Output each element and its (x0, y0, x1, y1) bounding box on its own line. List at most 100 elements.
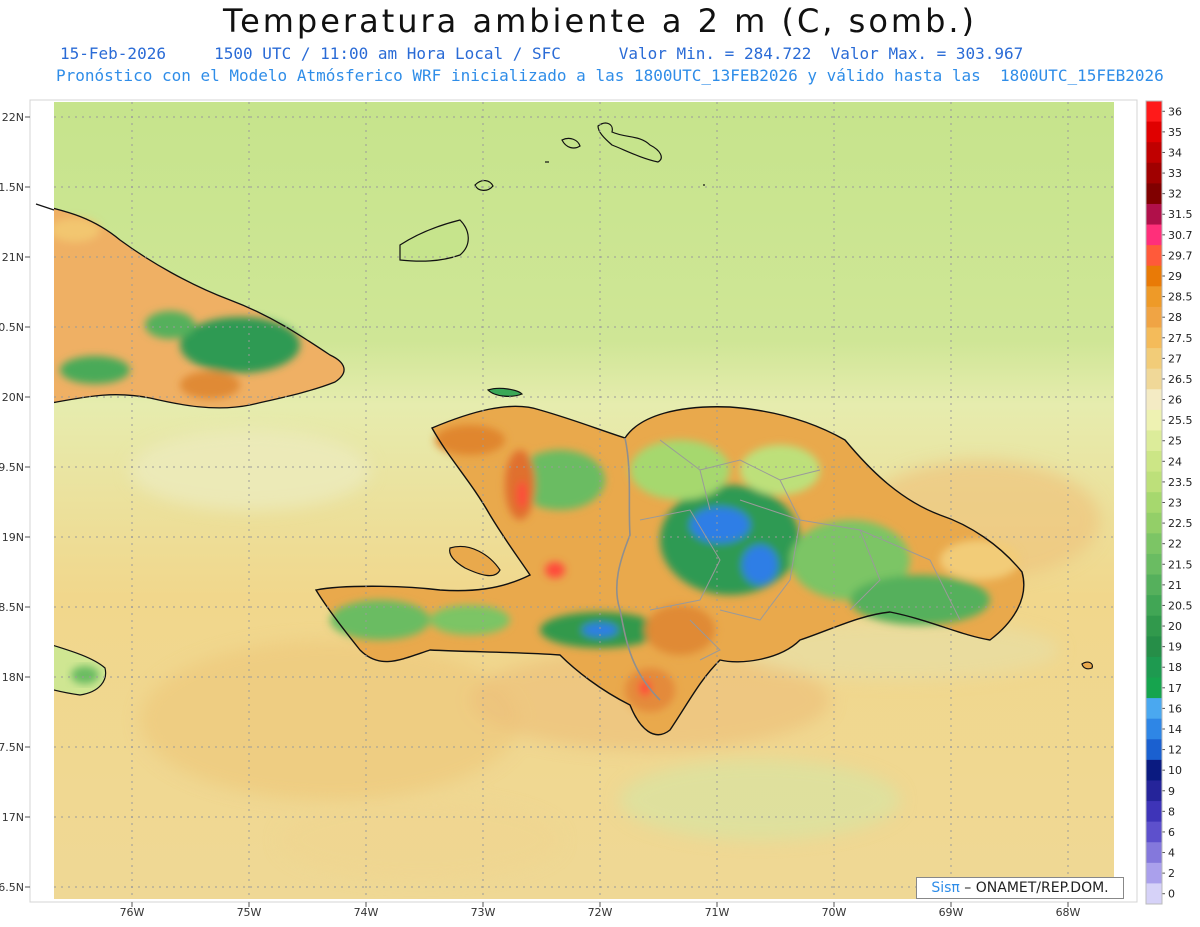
longitude-ticks (131, 902, 1069, 907)
legend-label: 36 (1168, 105, 1182, 118)
legend-swatch (1146, 471, 1162, 493)
legend-label: 19 (1168, 641, 1182, 654)
legend-swatch (1146, 677, 1162, 699)
legend-label: 29.7 (1168, 249, 1193, 262)
legend-label: 8 (1168, 805, 1175, 818)
map-title: Temperatura ambiente a 2 m (C, somb.) (222, 2, 978, 40)
lon-label: 74W (354, 906, 379, 919)
north-islands (399, 122, 1093, 670)
legend-swatch (1146, 430, 1162, 452)
legend-swatch (1146, 842, 1162, 864)
lat-label: 20N (2, 391, 24, 404)
province-lines (639, 439, 961, 661)
lat-label: 16.5N (0, 881, 24, 894)
lat-label: 17N (2, 811, 24, 824)
legend-swatch (1146, 121, 1162, 143)
legend-swatch (1146, 409, 1162, 431)
lon-label: 72W (588, 906, 613, 919)
legend-swatch (1146, 780, 1162, 802)
legend-swatch (1146, 286, 1162, 308)
legend-swatch (1146, 203, 1162, 226)
legend-swatch (1146, 533, 1162, 555)
legend-swatch (1146, 739, 1162, 761)
legend-label: 32 (1168, 188, 1182, 201)
lon-label: 70W (822, 906, 847, 919)
legend-label: 9 (1168, 785, 1175, 798)
lon-label: 71W (705, 906, 730, 919)
lat-label: 19.5N (0, 461, 24, 474)
legend-label: 22.5 (1168, 517, 1193, 530)
lon-label: 68W (1056, 906, 1081, 919)
forecast-time: 1500 UTC / 11:00 am Hora Local / SFC (214, 44, 561, 63)
legend-label: 21 (1168, 579, 1182, 592)
max-value: Valor Max. = 303.967 (830, 44, 1024, 63)
legend-label: 29 (1168, 270, 1182, 283)
legend-label: 20 (1168, 620, 1182, 633)
legend-label: 28 (1168, 311, 1182, 324)
lat-label: 20.5N (0, 321, 24, 334)
legend-label: 35 (1168, 126, 1182, 139)
latitude-ticks (25, 116, 30, 888)
forecast-info-line: 15-Feb-2026 1500 UTC / 11:00 am Hora Loc… (60, 44, 1023, 63)
legend-swatch (1146, 224, 1162, 246)
legend-label: 17 (1168, 682, 1182, 695)
lat-label: 22N (2, 111, 24, 124)
legend-swatch (1146, 656, 1162, 679)
lon-label: 75W (237, 906, 262, 919)
legend-swatch (1146, 801, 1162, 823)
legend-label: 34 (1168, 146, 1182, 159)
legend-swatch (1146, 821, 1162, 843)
legend-swatch (1146, 327, 1162, 349)
lat-label: 17.5N (0, 741, 24, 754)
legend-swatch (1146, 615, 1162, 637)
legend-swatch (1146, 142, 1162, 164)
legend-label: 16 (1168, 702, 1182, 715)
legend-label: 12 (1168, 744, 1182, 757)
legend-swatch (1146, 759, 1162, 781)
lon-label: 69W (939, 906, 964, 919)
legend-label: 26.5 (1168, 373, 1193, 386)
sispi-logo: Sisπ (931, 880, 960, 896)
legend-label: 27.5 (1168, 332, 1193, 345)
legend-swatch (1146, 389, 1162, 411)
legend-label: 20.5 (1168, 599, 1193, 612)
lat-label: 21.5N (0, 181, 24, 194)
jamaica-land (54, 645, 107, 696)
lon-label: 73W (471, 906, 496, 919)
longitude-labels: 76W 75W 74W 73W 72W 71W 70W 69W 68W (120, 906, 1081, 919)
gonave-island (449, 546, 501, 577)
model-info-line: Pronóstico con el Modelo Atmósferico WRF… (56, 66, 1164, 85)
legend-swatch (1146, 553, 1162, 576)
legend-label: 25.5 (1168, 414, 1193, 427)
forecast-date: 15-Feb-2026 (60, 44, 166, 63)
legend-label: 14 (1168, 723, 1182, 736)
latitude-labels: 22N 21.5N 21N 20.5N 20N 19.5N 19N 18.5N … (0, 111, 24, 894)
legend-swatch (1146, 512, 1162, 534)
color-legend: 363534333231.530.729.72928.52827.52726.5… (1145, 100, 1193, 905)
legend-label: 0 (1168, 888, 1175, 901)
legend-label: 28.5 (1168, 291, 1193, 304)
legend-label: 25 (1168, 435, 1182, 448)
legend-swatch (1146, 183, 1162, 205)
legend-label: 18 (1168, 661, 1182, 674)
legend-swatch (1146, 718, 1162, 740)
lat-label: 21N (2, 251, 24, 264)
legend-label: 2 (1168, 867, 1175, 880)
lat-label: 18N (2, 671, 24, 684)
legend-label: 33 (1168, 167, 1182, 180)
legend-label: 10 (1168, 764, 1182, 777)
map-field (54, 102, 1114, 899)
legend-swatch (1146, 368, 1162, 390)
country-border (616, 437, 661, 701)
legend-swatch (1146, 883, 1162, 905)
min-value: Valor Min. = 284.722 (618, 44, 812, 63)
legend-frame (1145, 100, 1163, 905)
legend-swatch (1146, 698, 1162, 720)
legend-label: 6 (1168, 826, 1175, 839)
legend-swatch (1146, 101, 1162, 123)
tortuga-island (486, 387, 524, 397)
legend-label: 26 (1168, 394, 1182, 407)
hispaniola-land (314, 405, 1025, 736)
legend-label: 4 (1168, 847, 1175, 860)
